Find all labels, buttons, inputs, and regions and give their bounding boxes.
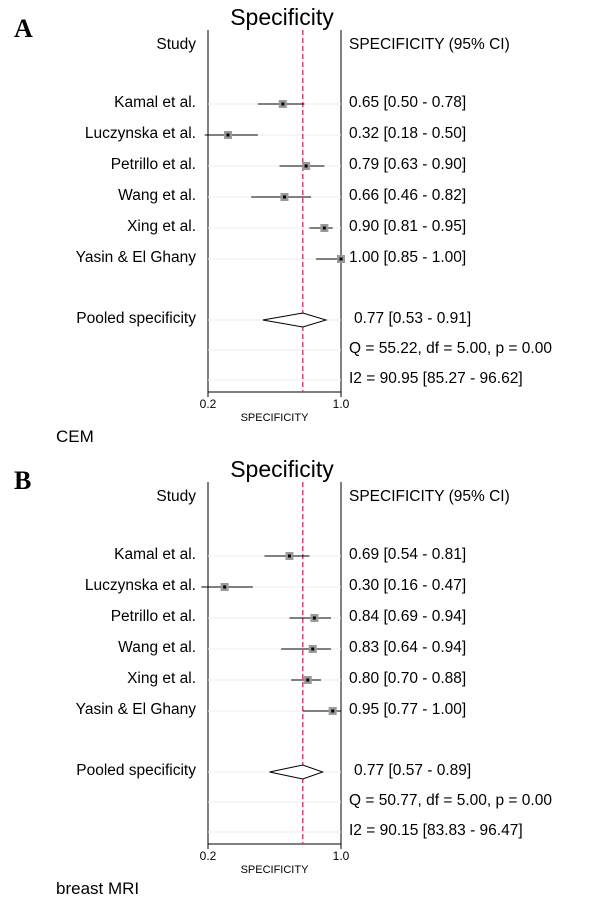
study-label: Petrillo et al. <box>110 608 196 625</box>
study-label: Petrillo et al. <box>110 156 196 173</box>
study-ci-value: 0.79 [0.63 - 0.90] <box>349 156 467 173</box>
heterogeneity-q: Q = 50.77, df = 5.00, p = 0.00 <box>349 792 552 809</box>
estimate-point <box>306 678 310 682</box>
study-label: Yasin & El Ghany <box>75 249 196 266</box>
plot-title: Specificity <box>230 456 334 482</box>
study-label: Luczynska et al. <box>84 577 196 594</box>
ci-column-header: SPECIFICITY (95% CI) <box>349 36 510 53</box>
pooled-value: 0.77 [0.57 - 0.89] <box>354 762 472 779</box>
pooled-diamond <box>269 764 325 780</box>
heterogeneity-i2: I2 = 90.15 [83.83 - 96.47] <box>349 822 523 839</box>
estimate-point <box>331 709 335 713</box>
study-ci-value: 0.95 [0.77 - 1.00] <box>349 701 467 718</box>
pooled-label: Pooled specificity <box>76 310 196 327</box>
estimate-point <box>312 616 316 620</box>
estimate-point <box>282 195 286 199</box>
x-axis-label: SPECIFICITY <box>240 412 309 424</box>
ci-column-header: SPECIFICITY (95% CI) <box>349 488 510 505</box>
forest-plot-svg <box>201 482 342 849</box>
study-label: Wang et al. <box>118 639 196 656</box>
study-ci-value: 0.90 [0.81 - 0.95] <box>349 218 467 235</box>
plot-title: Specificity <box>230 4 334 30</box>
study-ci-value: 0.80 [0.70 - 0.88] <box>349 670 467 687</box>
study-ci-value: 0.84 [0.69 - 0.94] <box>349 608 467 625</box>
study-ci-value: 0.83 [0.64 - 0.94] <box>349 639 467 656</box>
study-label: Kamal et al. <box>114 546 196 563</box>
estimate-point <box>311 647 315 651</box>
study-ci-value: 1.00 [0.85 - 1.00] <box>349 249 467 266</box>
study-label: Xing et al. <box>127 670 196 687</box>
modality-label: breast MRI <box>56 879 140 898</box>
x-tick-label: 0.2 <box>199 849 217 863</box>
heterogeneity-q: Q = 55.22, df = 5.00, p = 0.00 <box>349 340 552 357</box>
modality-label: CEM <box>56 427 94 446</box>
x-tick-label: 0.2 <box>199 397 217 411</box>
estimate-point <box>322 226 326 230</box>
estimate-point <box>281 102 285 106</box>
x-tick-label: 1.0 <box>332 849 350 863</box>
x-axis-label: SPECIFICITY <box>240 864 309 876</box>
estimate-point <box>287 554 291 558</box>
study-ci-value: 0.66 [0.46 - 0.82] <box>349 187 467 204</box>
estimate-point <box>304 164 308 168</box>
heterogeneity-i2: I2 = 90.95 [85.27 - 96.62] <box>349 370 523 387</box>
study-ci-value: 0.30 [0.16 - 0.47] <box>349 577 467 594</box>
study-label: Kamal et al. <box>114 94 196 111</box>
forest-plot-panel-a: A Specificity Study SPECIFICITY (95% CI)… <box>14 4 552 446</box>
study-ci-value: 0.65 [0.50 - 0.78] <box>349 94 467 111</box>
panel-letter: A <box>14 14 33 43</box>
panel-letter: B <box>14 466 32 495</box>
forest-plot-panel-b: B Specificity Study SPECIFICITY (95% CI)… <box>0 452 592 904</box>
estimate-point <box>223 585 227 589</box>
study-column-header: Study <box>156 36 196 53</box>
study-label: Xing et al. <box>127 218 196 235</box>
study-label: Wang et al. <box>118 187 196 204</box>
study-ci-value: 0.32 [0.18 - 0.50] <box>349 125 467 142</box>
study-column-header: Study <box>156 488 196 505</box>
study-ci-value: 0.69 [0.54 - 0.81] <box>349 546 467 563</box>
forest-plot-svg <box>204 30 345 397</box>
estimate-point <box>339 257 343 261</box>
pooled-value: 0.77 [0.53 - 0.91] <box>354 310 472 327</box>
pooled-label: Pooled specificity <box>76 762 196 779</box>
study-label: Yasin & El Ghany <box>75 701 196 718</box>
study-label: Luczynska et al. <box>84 125 196 142</box>
pooled-diamond <box>262 312 328 328</box>
estimate-point <box>226 133 230 137</box>
x-tick-label: 1.0 <box>332 397 350 411</box>
